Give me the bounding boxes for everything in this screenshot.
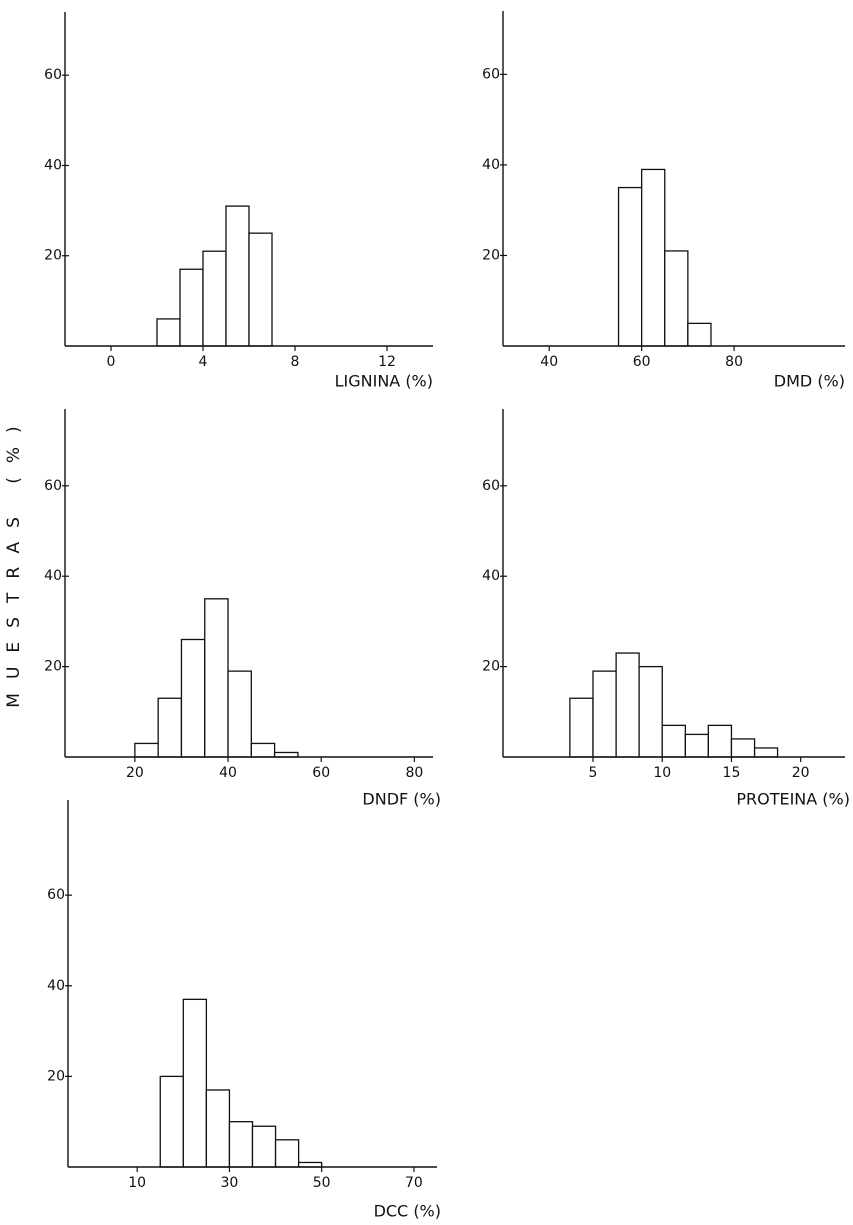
y-tick-label: 40 <box>44 568 62 584</box>
x-axis-label: DNDF (%) <box>362 790 441 809</box>
bar <box>684 733 709 758</box>
bar <box>661 724 687 758</box>
y-tick-label: 20 <box>44 659 62 675</box>
bar <box>182 998 208 1168</box>
y-tick-label: 60 <box>44 67 62 83</box>
bar <box>159 1075 184 1168</box>
y-tick-label: 20 <box>44 248 62 264</box>
x-tick-label: 4 <box>199 354 208 370</box>
bar <box>251 1125 277 1168</box>
bar <box>687 322 712 347</box>
y-tick-label: 40 <box>44 157 62 173</box>
x-tick-label: 10 <box>128 1175 146 1191</box>
x-tick-label: 50 <box>313 1175 331 1191</box>
x-tick-label: 20 <box>126 765 144 781</box>
bar <box>157 697 183 758</box>
x-tick-label: 80 <box>725 354 743 370</box>
y-tick-label: 60 <box>482 478 500 494</box>
y-tick-label: 60 <box>47 887 65 903</box>
x-tick-label: 40 <box>219 765 237 781</box>
x-tick-label: 0 <box>107 354 116 370</box>
y-tick-label: 60 <box>482 66 500 82</box>
x-tick-label: 60 <box>312 765 330 781</box>
bar <box>592 670 617 758</box>
x-tick-label: 8 <box>291 354 300 370</box>
x-tick-label: 12 <box>378 354 396 370</box>
x-tick-label: 40 <box>540 354 558 370</box>
bar <box>205 1089 231 1168</box>
bar <box>202 250 227 347</box>
bar <box>250 742 276 758</box>
bar <box>638 665 663 758</box>
x-tick-label: 70 <box>405 1175 423 1191</box>
bar <box>180 638 206 758</box>
x-axis-label: DCC (%) <box>374 1202 441 1221</box>
bar <box>179 268 204 347</box>
x-tick-label: 60 <box>633 354 651 370</box>
bar <box>707 724 733 758</box>
bar <box>134 742 159 758</box>
bar <box>753 747 779 758</box>
x-tick-label: 20 <box>792 765 810 781</box>
bar <box>204 598 229 758</box>
shared-y-axis-label: MUESTRAS (%) <box>4 412 24 707</box>
bar <box>730 738 756 758</box>
x-tick-label: 5 <box>589 765 598 781</box>
bar <box>569 697 594 758</box>
x-tick-label: 10 <box>653 765 671 781</box>
bar <box>227 670 252 758</box>
x-tick-label: 30 <box>221 1175 239 1191</box>
x-axis-label: LIGNINA (%) <box>335 372 433 391</box>
x-tick-label: 15 <box>723 765 741 781</box>
bar <box>617 186 643 347</box>
bar <box>225 205 250 347</box>
x-tick-label: 80 <box>405 765 423 781</box>
x-axis-label: PROTEINA (%) <box>736 790 850 809</box>
bar <box>640 168 666 347</box>
bar <box>664 250 689 347</box>
bar <box>615 652 640 758</box>
bar <box>274 1139 300 1168</box>
x-axis-label: DMD (%) <box>774 372 845 391</box>
bar <box>228 1121 254 1168</box>
y-tick-label: 40 <box>47 978 65 994</box>
bar <box>248 232 273 347</box>
y-tick-label: 20 <box>482 659 500 675</box>
y-tick-label: 60 <box>44 478 62 494</box>
y-tick-label: 20 <box>47 1068 65 1084</box>
y-tick-label: 20 <box>482 247 500 263</box>
y-tick-label: 40 <box>482 568 500 584</box>
y-tick-label: 40 <box>482 157 500 173</box>
bar <box>156 318 181 347</box>
